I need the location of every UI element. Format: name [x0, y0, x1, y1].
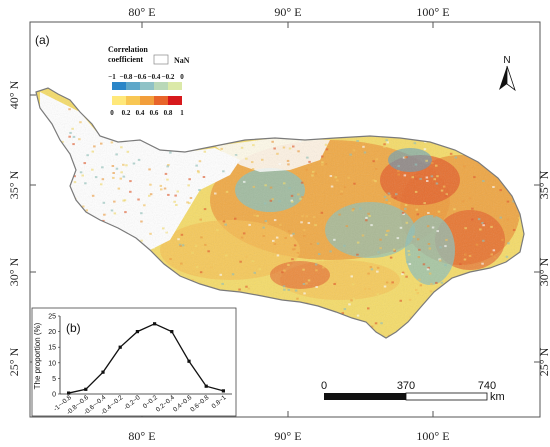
lat-label-left-40: 40° N	[7, 80, 21, 109]
lon-label-top-90: 90° E	[274, 5, 301, 19]
inset-data-point	[187, 359, 191, 363]
inset-frame	[31, 307, 237, 417]
scale-bar: 0 370 740 km	[321, 380, 505, 403]
legend-pos-tick: 0.8	[164, 109, 173, 117]
inset-ylabel: The proportion (%)	[33, 322, 42, 389]
legend-neg-swatch	[126, 82, 140, 90]
legend-neg-swatch	[112, 82, 126, 90]
scale-tick-370: 370	[397, 380, 415, 392]
panel-a-label: (a)	[35, 33, 50, 47]
scale-tick-0: 0	[321, 380, 327, 392]
north-arrow-label: N	[503, 55, 510, 66]
legend-neg-tick: −0.8	[120, 73, 133, 81]
legend-title-line2: coefficient	[108, 55, 143, 64]
legend-pos-swatch	[154, 96, 168, 105]
legend-pos-tick: 0.2	[122, 109, 131, 117]
inset-data-point	[153, 322, 157, 326]
lon-label-top-100: 100° E	[416, 5, 449, 19]
inset-ytick-label: 25	[48, 314, 56, 321]
inset-ytick-label: 15	[48, 345, 56, 352]
legend-pos-tick: 1	[180, 109, 184, 117]
legend-neg-tick: −0.4	[148, 73, 161, 81]
lat-label-right-35: 35° N	[537, 170, 550, 199]
legend-title-line1: Correlation	[108, 45, 148, 54]
inset-data-point	[170, 330, 174, 334]
inset-series-line	[68, 323, 224, 394]
legend-neg-tick: 0	[180, 73, 184, 81]
lat-label-left-30: 30° N	[7, 257, 21, 286]
inset-ytick-label: 10	[48, 360, 56, 367]
legend-neg-swatch	[168, 82, 182, 90]
inset-data-point	[118, 345, 122, 349]
legend-pos-swatch	[140, 96, 154, 105]
inset-data-point	[84, 387, 88, 391]
north-arrow-icon: N	[499, 55, 516, 92]
legend-neg-tick: −0.6	[134, 73, 147, 81]
inset-data-point	[204, 384, 208, 388]
legend-nan-label: NaN	[174, 56, 190, 65]
lon-label-bottom-100: 100° E	[416, 429, 449, 443]
lon-label-bottom-90: 90° E	[274, 429, 301, 443]
graticule-ticks	[30, 22, 540, 417]
lat-label-right-30: 30° N	[537, 257, 550, 286]
lon-label-bottom-80: 80° E	[128, 429, 155, 443]
legend-neg-swatch	[154, 82, 168, 90]
inset-ytick-label: 5	[52, 376, 56, 383]
correlation-legend: Correlation coefficient NaN −1 −0.8 −0.6 −0…	[108, 45, 190, 117]
plateau-boundary	[35, 87, 525, 339]
lon-label-top-80: 80° E	[128, 5, 155, 19]
inset-ytick-label: 0	[52, 392, 56, 399]
legend-pos-swatch	[126, 96, 140, 105]
lat-label-right-25: 25° N	[537, 347, 550, 376]
panel-b-label: (b)	[66, 321, 81, 335]
legend-nan-swatch	[153, 54, 169, 65]
legend-neg-tick: −1	[108, 73, 116, 81]
legend-neg-swatch	[140, 82, 154, 90]
legend-neg-tick: −0.2	[162, 73, 175, 81]
inset-data-point	[67, 391, 71, 395]
legend-pos-tick: 0.4	[136, 109, 145, 117]
inset-data-point	[101, 370, 105, 374]
inset-ytick-label: 20	[48, 329, 56, 336]
inset-proportion-chart: (b) The proportion (%) 0510152025-1~-0.8…	[31, 307, 237, 417]
scale-unit: km	[490, 391, 505, 403]
legend-pos-tick: 0	[110, 109, 114, 117]
scale-tick-740: 740	[478, 380, 496, 392]
inset-data-point	[221, 389, 225, 393]
legend-pos-swatch	[112, 96, 126, 105]
lat-label-left-35: 35° N	[7, 170, 21, 199]
legend-pos-tick: 0.6	[150, 109, 159, 117]
legend-pos-swatch	[168, 96, 182, 105]
inset-data-point	[135, 330, 139, 334]
lat-label-left-25: 25° N	[7, 347, 21, 376]
